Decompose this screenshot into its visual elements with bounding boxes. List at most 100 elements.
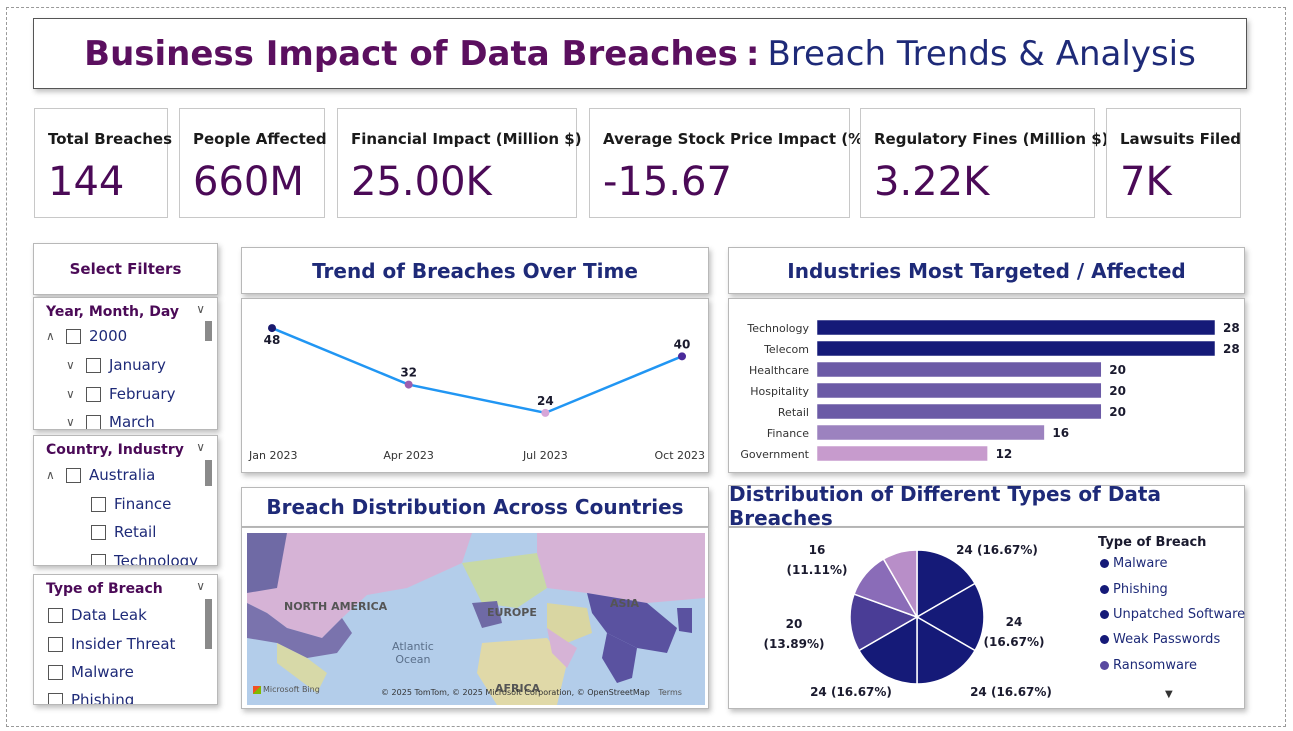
kpi-label: Average Stock Price Impact (%) (603, 130, 870, 148)
checkbox[interactable] (91, 553, 106, 565)
region-arabia[interactable] (547, 628, 577, 668)
trend-chart-panel: 48 Jan 2023 32 Apr 2023 24 Jul 2023 40 Oct 2023 (241, 298, 709, 473)
map-panel[interactable]: NORTH AMERICA EUROPE ASIA AFRICA Atlanti… (241, 527, 709, 709)
slicer-item-malware[interactable]: Malware (48, 663, 134, 681)
region-europe-west[interactable] (462, 553, 547, 608)
slicer-item-insider-threat[interactable]: Insider Threat (48, 635, 175, 653)
map-title: Breach Distribution Across Countries (241, 487, 709, 527)
kpi-financial-impact: Financial Impact (Million $) 25.00K (337, 108, 582, 218)
legend-item-phishing[interactable]: Phishing (1100, 582, 1168, 597)
checkbox[interactable] (66, 328, 81, 344)
region-canada[interactable] (247, 533, 472, 638)
industry-bar[interactable] (816, 340, 1216, 357)
region-africa[interactable] (477, 638, 567, 705)
industry-bar[interactable] (816, 319, 1216, 336)
chevron-down-icon[interactable]: ∨ (196, 302, 205, 316)
filters-header: Select Filters (33, 243, 218, 295)
scrollbar[interactable] (205, 321, 212, 341)
breach-types-pie-chart: 24 (16.67%) 24 (16.67%) 24 (16.67%) 24 (16.6… (764, 543, 1052, 699)
date-slicer[interactable]: Year, Month, Day ∨ ∧ 2000 ∨ January ∨ Febru… (33, 297, 218, 430)
legend-scroll-down-icon[interactable]: ▼ (1165, 689, 1173, 700)
chevron-down-icon[interactable]: ∨ (66, 358, 75, 372)
checkbox[interactable] (48, 636, 63, 652)
region-usa[interactable] (247, 603, 352, 658)
region-india[interactable] (602, 633, 637, 683)
checkbox[interactable] (48, 664, 63, 680)
pie-slice[interactable] (916, 615, 977, 685)
legend-title: Type of Breach (1098, 535, 1207, 550)
pie-slice[interactable] (882, 549, 918, 620)
chevron-up-icon[interactable]: ∧ (46, 329, 55, 343)
legend-item-unpatched-software[interactable]: Unpatched Software (1100, 607, 1245, 622)
chevron-down-icon[interactable]: ∨ (66, 415, 75, 429)
industry-bar[interactable] (816, 403, 1102, 420)
region-japan[interactable] (677, 608, 692, 633)
pie-slice[interactable] (857, 615, 918, 685)
breach-type-slicer[interactable]: Type of Breach ∨ Data Leak Insider Threa… (33, 574, 218, 705)
bar-data-label: 12 (996, 447, 1013, 461)
slicer-item-february[interactable]: ∨ February (66, 385, 176, 403)
industry-bar[interactable] (816, 361, 1102, 378)
y-axis-tick-label: Retail (778, 406, 809, 419)
chevron-down-icon[interactable]: ∨ (196, 440, 205, 454)
slicer-item-finance[interactable]: Finance (91, 495, 171, 513)
world-map[interactable] (247, 533, 705, 705)
legend-item-weak-passwords[interactable]: Weak Passwords (1100, 632, 1220, 647)
y-axis-tick-label: Technology (746, 322, 809, 335)
pie-slice[interactable] (849, 593, 919, 652)
checkbox[interactable] (86, 414, 101, 429)
bar-data-label: 20 (1109, 384, 1126, 398)
pie-slice[interactable] (915, 582, 985, 652)
terms-link[interactable]: Terms (658, 688, 682, 697)
kpi-total-breaches: Total Breaches 144 (34, 108, 172, 218)
checkbox[interactable] (48, 607, 63, 623)
pie-data-label: 16 (809, 543, 826, 557)
slicer-item-2000[interactable]: ∧ 2000 (46, 327, 128, 345)
pie-data-label: 24 (16.67%) (970, 685, 1052, 699)
legend-item-ransomware[interactable]: Ransomware (1100, 658, 1197, 673)
slicer-item-phishing[interactable]: Phishing (48, 691, 134, 704)
industry-bar[interactable] (816, 382, 1102, 399)
kpi-stock-impact: Average Stock Price Impact (%) -15.67 (589, 108, 870, 218)
slicer-item-technology[interactable]: Technology (91, 552, 198, 565)
slicer-item-data-leak[interactable]: Data Leak (48, 606, 147, 624)
region-mexico[interactable] (277, 643, 327, 693)
checkbox[interactable] (86, 386, 101, 402)
region-russia[interactable] (537, 533, 705, 603)
trend-point[interactable] (541, 408, 550, 417)
trend-point[interactable] (678, 352, 686, 361)
checkbox[interactable] (91, 496, 106, 512)
checkbox[interactable] (48, 692, 63, 704)
region-uk[interactable] (472, 601, 502, 628)
microsoft-icon (253, 685, 261, 694)
trend-data-label: 24 (537, 394, 554, 408)
pie-data-label: 24 (16.67%) (956, 543, 1038, 557)
region-china[interactable] (587, 593, 677, 653)
chevron-down-icon[interactable]: ∨ (196, 579, 205, 593)
chevron-up-icon[interactable]: ∧ (46, 468, 55, 482)
checkbox[interactable] (91, 524, 106, 540)
region-middle-east[interactable] (547, 603, 592, 643)
dashboard-frame (6, 7, 1286, 727)
x-axis-tick-label: Jan 2023 (248, 449, 297, 462)
industry-bar[interactable] (816, 445, 988, 462)
slicer-item-january[interactable]: ∨ January (66, 356, 166, 374)
slicer-item-retail[interactable]: Retail (91, 523, 156, 541)
trend-point[interactable] (268, 324, 276, 333)
checkbox[interactable] (66, 467, 81, 483)
country-slicer[interactable]: Country, Industry ∨ ∧ Australia Finance R… (33, 435, 218, 566)
kpi-label: Financial Impact (Million $) (351, 130, 582, 148)
kpi-value: 3.22K (874, 159, 990, 205)
scrollbar[interactable] (205, 460, 212, 486)
legend-item-malware[interactable]: Malware (1100, 556, 1167, 571)
chevron-down-icon[interactable]: ∨ (66, 387, 75, 401)
region-alaska[interactable] (247, 533, 287, 593)
checkbox[interactable] (86, 357, 101, 373)
industry-bar[interactable] (816, 424, 1045, 441)
pie-slice[interactable] (916, 549, 977, 619)
scrollbar[interactable] (205, 599, 212, 649)
y-axis-tick-label: Hospitality (750, 385, 809, 398)
trend-point[interactable] (404, 380, 413, 389)
slicer-item-australia[interactable]: ∧ Australia (46, 466, 156, 484)
slicer-item-march[interactable]: ∨ March (66, 413, 155, 430)
